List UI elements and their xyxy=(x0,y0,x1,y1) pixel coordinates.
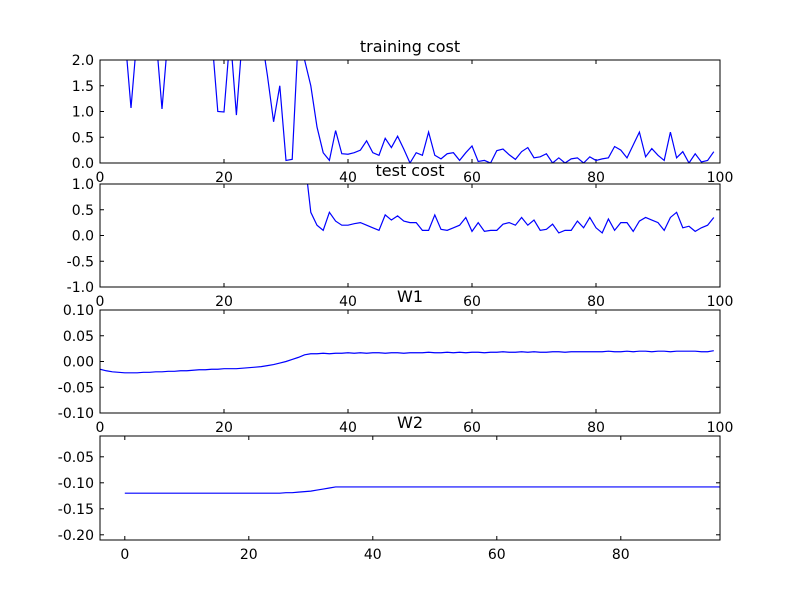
x-tick-label: 20 xyxy=(215,170,233,186)
y-tick-label: -0.20 xyxy=(58,528,94,544)
y-tick-label: 0.5 xyxy=(72,203,94,219)
subplot-title: W2 xyxy=(397,413,423,432)
y-tick-label: -0.05 xyxy=(58,450,94,466)
data-line xyxy=(126,60,715,163)
x-tick-label: 20 xyxy=(215,294,233,310)
axes-background xyxy=(100,310,720,413)
y-tick-label: -0.15 xyxy=(58,502,94,518)
x-tick-label: 40 xyxy=(339,294,357,310)
y-tick-label: 0.0 xyxy=(72,229,94,245)
x-tick-label: 60 xyxy=(463,294,481,310)
x-tick-label: 20 xyxy=(215,420,233,436)
y-tick-label: -0.10 xyxy=(58,476,94,492)
x-tick-label: 80 xyxy=(587,294,605,310)
axes-frame xyxy=(99,435,721,541)
y-tick-label: 0.05 xyxy=(63,329,94,345)
axes-frame xyxy=(99,183,721,288)
y-tick-label: 0.0 xyxy=(72,156,94,172)
x-tick-label: 100 xyxy=(707,420,734,436)
subplot: W1-0.10-0.050.000.050.100 20 40 60 80 100 xyxy=(58,287,734,436)
x-tick-label: 0 xyxy=(96,170,105,186)
subplot-title: test cost xyxy=(375,161,444,180)
y-tick-label: 2.0 xyxy=(72,53,94,69)
y-tick-label: 0.00 xyxy=(63,355,94,371)
subplot: training cost 0.0 0.5 1.0 1.5 2.0 0 20 40 60 80 100 xyxy=(72,37,734,186)
y-tick-label: 0.5 xyxy=(72,130,94,146)
axes-frame xyxy=(99,59,721,164)
data-line xyxy=(100,350,714,374)
x-tick-label: 0 xyxy=(96,294,105,310)
x-tick-label: 40 xyxy=(364,547,382,563)
x-tick-label: 40 xyxy=(339,170,357,186)
data-line xyxy=(306,184,715,234)
x-tick-label: 0 xyxy=(120,547,129,563)
y-tick-label: 1.5 xyxy=(72,79,94,95)
axes-background xyxy=(100,184,720,287)
axes-background xyxy=(100,60,720,163)
x-tick-label: 80 xyxy=(587,420,605,436)
subplot: test cost-1.0-0.50.00.51.00 20 40 60 80 100 xyxy=(67,161,734,310)
y-tick-label: 1.0 xyxy=(72,177,94,193)
x-tick-label: 60 xyxy=(463,170,481,186)
y-tick-label: 0.10 xyxy=(63,303,94,319)
x-tick-label: 60 xyxy=(463,420,481,436)
data-line xyxy=(124,486,720,494)
subplot: W2-0.20-0.15-0.10-0.050 20 40 60 80 xyxy=(58,413,721,563)
x-tick-label: 100 xyxy=(707,294,734,310)
axes-background xyxy=(100,436,720,540)
y-tick-label: -0.5 xyxy=(67,254,94,270)
y-tick-label: -0.05 xyxy=(58,380,94,396)
x-tick-label: 100 xyxy=(707,170,734,186)
y-tick-label: -1.0 xyxy=(67,280,94,296)
subplot-title: W1 xyxy=(397,287,423,306)
y-tick-label: -0.10 xyxy=(58,406,94,422)
subplot-title: training cost xyxy=(360,37,460,56)
x-tick-label: 80 xyxy=(587,170,605,186)
x-tick-label: 60 xyxy=(488,547,506,563)
x-tick-label: 0 xyxy=(96,420,105,436)
x-tick-label: 40 xyxy=(339,420,357,436)
y-tick-label: 1.0 xyxy=(72,105,94,121)
axes-frame xyxy=(99,309,721,414)
x-tick-label: 80 xyxy=(612,547,630,563)
x-tick-label: 20 xyxy=(240,547,258,563)
